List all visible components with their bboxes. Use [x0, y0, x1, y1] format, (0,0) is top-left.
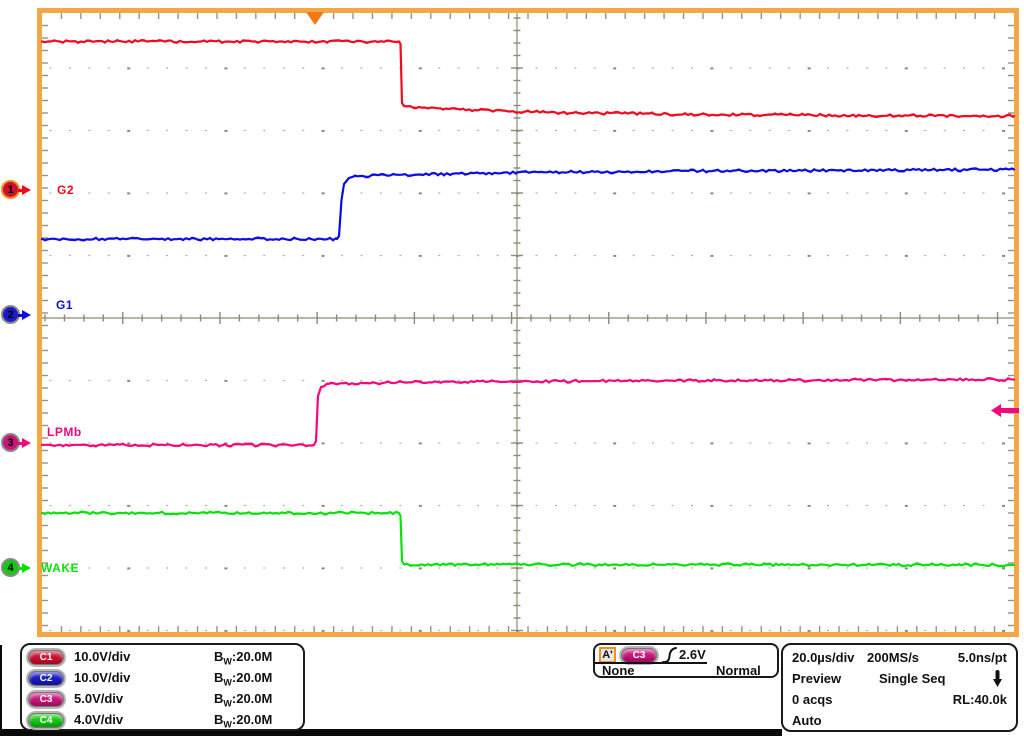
- rising-edge-icon: [662, 647, 677, 664]
- trigger-position-marker[interactable]: [306, 12, 324, 25]
- trace-label-lpmb: LPMb: [47, 425, 82, 439]
- timebase-scale: 20.0µs/div: [792, 650, 855, 665]
- trigger-box-divider: [595, 662, 707, 664]
- channel-settings-box[interactable]: C1 10.0V/div BW:20.0M C2 10.0V/div BW:20…: [20, 643, 305, 731]
- trigger-source-label: C3: [632, 650, 646, 661]
- channel-badge-c2[interactable]: C2: [28, 671, 64, 686]
- c1-label: C1: [39, 652, 53, 663]
- channel-3-arrow-icon: [18, 438, 31, 448]
- c3-bandwidth: BW:20.0M: [214, 691, 273, 709]
- acquisition-mode: Single Seq: [879, 671, 946, 686]
- readout-bar: C1 10.0V/div BW:20.0M C2 10.0V/div BW:20…: [0, 641, 1024, 736]
- auto-trigger-state: Auto: [792, 713, 822, 728]
- channel-1-number: 1: [7, 183, 14, 196]
- channel-4-arrow-icon: [18, 563, 31, 573]
- timebase-readout-box[interactable]: 20.0µs/div 200MS/s 5.0ns/pt Preview Sing…: [781, 643, 1018, 732]
- c4-scale: 4.0V/div: [74, 712, 124, 727]
- channel-badge-c3[interactable]: C3: [28, 692, 64, 707]
- bottom-divider-bar: [0, 729, 782, 736]
- waveform-display-frame: [37, 8, 1019, 637]
- channel-2-arrow-icon: [18, 310, 31, 320]
- trace-label-wake: WAKE: [41, 561, 79, 575]
- channel-3-marker[interactable]: 3: [1, 433, 20, 452]
- c2-label: C2: [39, 673, 53, 684]
- channel-2-number: 2: [7, 308, 14, 321]
- channel-badge-c4[interactable]: C4: [28, 713, 64, 728]
- c2-scale: 10.0V/div: [74, 670, 131, 685]
- b-trigger-state: None: [602, 663, 635, 678]
- channel-4-number: 4: [7, 561, 14, 574]
- c3-label: C3: [39, 694, 53, 705]
- c4-label: C4: [39, 715, 53, 726]
- channel-1-arrow-icon: [18, 185, 31, 195]
- record-length: RL:40.0k: [952, 692, 1007, 707]
- channel-3-number: 3: [7, 436, 14, 449]
- c3-scale: 5.0V/div: [74, 691, 124, 706]
- c4-bandwidth: BW:20.0M: [214, 712, 273, 730]
- c1-bandwidth: BW:20.0M: [214, 649, 273, 667]
- trigger-level: 2.6V: [679, 647, 706, 662]
- acquisition-state: Preview: [792, 671, 842, 686]
- trigger-readout-box[interactable]: A' C3 2.6V None Normal: [593, 643, 779, 678]
- trigger-a-badge[interactable]: A': [599, 647, 616, 663]
- sample-rate: 200MS/s: [867, 650, 920, 665]
- channel-badge-c1[interactable]: C1: [28, 650, 64, 665]
- trace-label-g2: G2: [57, 183, 75, 197]
- c1-scale: 10.0V/div: [74, 649, 131, 664]
- down-arrow-icon: [993, 670, 1002, 687]
- trigger-mode: Normal: [716, 663, 761, 678]
- trace-label-g1: G1: [56, 298, 74, 312]
- sample-resolution: 5.0ns/pt: [957, 650, 1007, 665]
- left-edge-bar: [0, 645, 2, 736]
- trigger-source-badge[interactable]: C3: [621, 648, 657, 663]
- c2-bandwidth: BW:20.0M: [214, 670, 273, 688]
- acquisition-count: 0 acqs: [792, 692, 833, 707]
